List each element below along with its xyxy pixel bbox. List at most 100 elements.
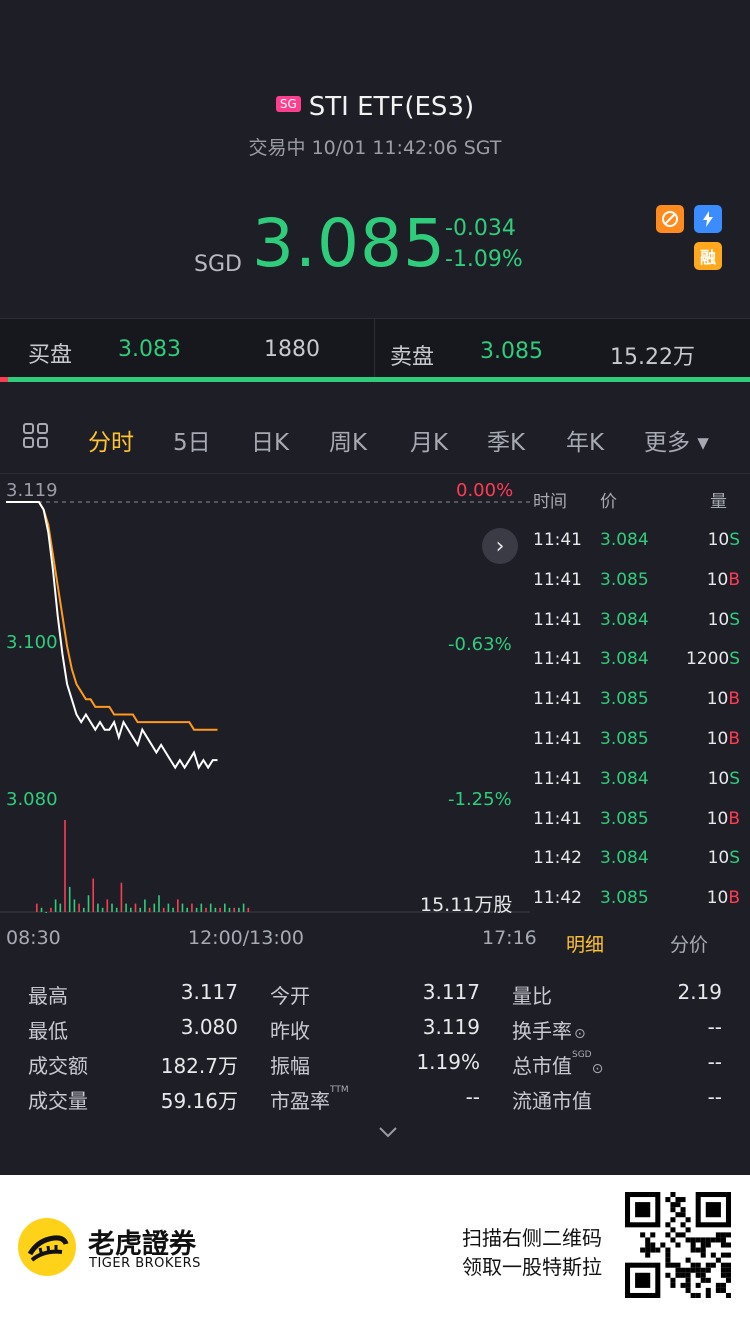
trade-time: 11:41 <box>533 649 582 670</box>
trade-side: B <box>728 808 740 829</box>
y-tick-high: 3.119 <box>6 480 58 501</box>
volume-bar <box>120 882 123 912</box>
volume-bar <box>83 907 85 912</box>
tab-more[interactable]: 更多 ▾ <box>644 430 709 456</box>
qr-code[interactable] <box>625 1192 731 1298</box>
trade-side: B <box>728 689 740 710</box>
trade-time: 11:42 <box>533 848 582 869</box>
info-icon[interactable]: ⊙ <box>591 1061 604 1077</box>
volume-bar <box>101 907 104 912</box>
trade-side: S <box>729 649 740 670</box>
tab-yearly[interactable]: 年K <box>566 430 605 456</box>
volume-bar <box>209 903 212 912</box>
trade-volume: 10S <box>660 848 740 868</box>
stat-label: 最低 <box>28 1019 68 1043</box>
no-shorting-icon[interactable] <box>656 205 684 233</box>
info-icon[interactable]: ⊙ <box>574 1026 586 1042</box>
trade-volume-value: 10 <box>706 729 729 749</box>
volume-bar <box>97 903 99 912</box>
y-tick-mid: 3.100 <box>6 632 58 653</box>
tab-daily[interactable]: 日K <box>251 430 290 456</box>
price-line <box>6 501 218 770</box>
pct-tick-low: -1.25% <box>448 789 512 810</box>
stat-value: -- <box>707 1050 722 1074</box>
trade-volume-value: 10 <box>706 569 729 590</box>
volume-bar <box>50 907 52 912</box>
stat-label: 最高 <box>28 984 68 1008</box>
intraday-chart[interactable] <box>0 476 530 921</box>
bid-ask-ratio-bar <box>0 377 750 382</box>
trade-volume-value: 1200 <box>685 649 730 670</box>
chevron-down-icon[interactable] <box>376 1120 400 1144</box>
tab-trade-detail[interactable]: 明细 <box>566 934 605 956</box>
tab-quarterly[interactable]: 季K <box>487 430 526 456</box>
stat-label[interactable]: 换手率 ⊙ <box>512 1015 586 1044</box>
trade-price: 3.085 <box>600 689 649 710</box>
volume-bar <box>36 903 38 912</box>
stat-value: -- <box>707 1015 722 1039</box>
tab-weekly[interactable]: 周K <box>329 430 368 456</box>
trade-volume-value: 10 <box>707 848 730 869</box>
volume-bar <box>219 907 221 912</box>
volume-bar <box>172 907 174 912</box>
trade-volume-value: 10 <box>706 808 729 829</box>
tab-intraday[interactable]: 分时 <box>88 430 134 456</box>
trade-side: S <box>729 530 740 550</box>
margin-icon[interactable]: 融 <box>694 242 722 270</box>
volume-bar <box>45 912 47 913</box>
stat-value: 59.16万 <box>160 1089 238 1113</box>
x-tick-lunch: 12:00/13:00 <box>188 927 304 949</box>
trade-time: 11:41 <box>533 530 582 550</box>
x-tick-open: 08:30 <box>6 927 61 949</box>
volume-bar <box>191 903 193 912</box>
stat-label: 今开 <box>270 984 310 1008</box>
trading-status: 交易中 10/01 11:42:06 SGT <box>248 137 502 159</box>
ask-price: 3.085 <box>480 339 543 364</box>
stat-label: 成交量 <box>28 1089 88 1113</box>
trade-price: 3.085 <box>600 569 649 590</box>
volume-bar <box>186 907 188 912</box>
volume-bar <box>115 907 118 912</box>
volume-bar <box>205 907 207 912</box>
volume-bar <box>153 903 156 912</box>
flash-icon[interactable] <box>694 205 722 233</box>
volume-bar <box>233 907 235 912</box>
trade-price: 3.085 <box>600 729 649 749</box>
trade-time: 11:41 <box>533 609 582 630</box>
volume-bar <box>59 903 62 912</box>
trade-price: 3.085 <box>600 808 649 829</box>
volume-bar <box>73 899 76 912</box>
volume-bar <box>214 907 217 912</box>
trade-time: 11:42 <box>533 888 582 909</box>
expand-trades-button[interactable]: › <box>482 528 518 564</box>
stat-label[interactable]: 总市值SGD⊙ <box>512 1050 603 1079</box>
brand-name-en: TIGER BROKERS <box>89 1256 201 1271</box>
orderbook-bar[interactable] <box>0 318 750 379</box>
trade-volume-value: 10 <box>707 768 730 789</box>
volume-bar <box>64 820 66 912</box>
volume-bar <box>111 903 113 912</box>
volume-bar <box>158 895 160 912</box>
trade-time: 11:41 <box>533 569 582 590</box>
last-price: 3.085 <box>252 205 446 282</box>
bid-label: 买盘 <box>28 343 73 368</box>
trade-volume: 10S <box>660 610 740 630</box>
trade-volume-value: 10 <box>707 530 730 550</box>
tab-monthly[interactable]: 月K <box>410 430 449 456</box>
trade-side: B <box>728 569 740 590</box>
price-change: -0.034 <box>445 216 516 241</box>
tab-5day[interactable]: 5日 <box>173 430 211 456</box>
stat-value: 3.119 <box>422 1015 480 1039</box>
trade-volume: 10S <box>660 530 740 550</box>
trade-price: 3.085 <box>600 888 649 909</box>
volume-bar <box>106 899 109 912</box>
volume-bar <box>130 907 132 912</box>
grid-layout-icon[interactable] <box>22 422 50 454</box>
trade-time: 11:41 <box>533 768 582 789</box>
tab-price-distribution[interactable]: 分价 <box>670 934 709 956</box>
stock-name: STI ETF(ES3) <box>308 92 475 122</box>
stat-label: 振幅 <box>270 1054 310 1078</box>
trade-volume: 10B <box>660 809 740 829</box>
stat-value: -- <box>465 1085 480 1109</box>
trade-price: 3.084 <box>600 609 649 630</box>
